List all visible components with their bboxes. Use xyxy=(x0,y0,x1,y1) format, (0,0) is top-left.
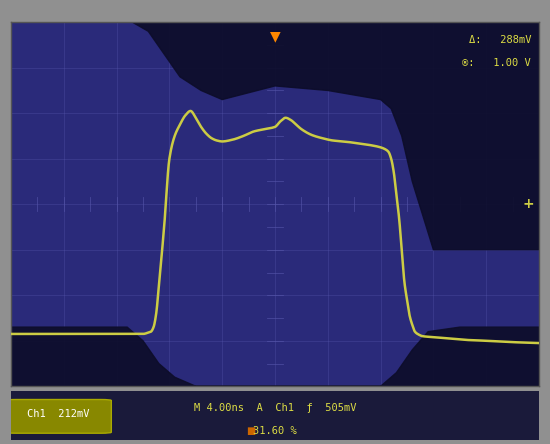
Polygon shape xyxy=(11,327,539,386)
Text: ■: ■ xyxy=(246,426,256,436)
FancyBboxPatch shape xyxy=(6,400,111,433)
Polygon shape xyxy=(11,22,539,250)
Text: ®:   1.00 V: ®: 1.00 V xyxy=(463,58,531,68)
Text: ▼: ▼ xyxy=(270,29,280,43)
Text: 31.60 %: 31.60 % xyxy=(253,426,297,436)
Text: M 4.00ns  A  Ch1  ƒ  505mV: M 4.00ns A Ch1 ƒ 505mV xyxy=(194,403,356,413)
Text: Δ:   288mV: Δ: 288mV xyxy=(469,36,531,45)
Text: +: + xyxy=(522,197,533,211)
Text: Ch1  212mV: Ch1 212mV xyxy=(28,409,90,419)
